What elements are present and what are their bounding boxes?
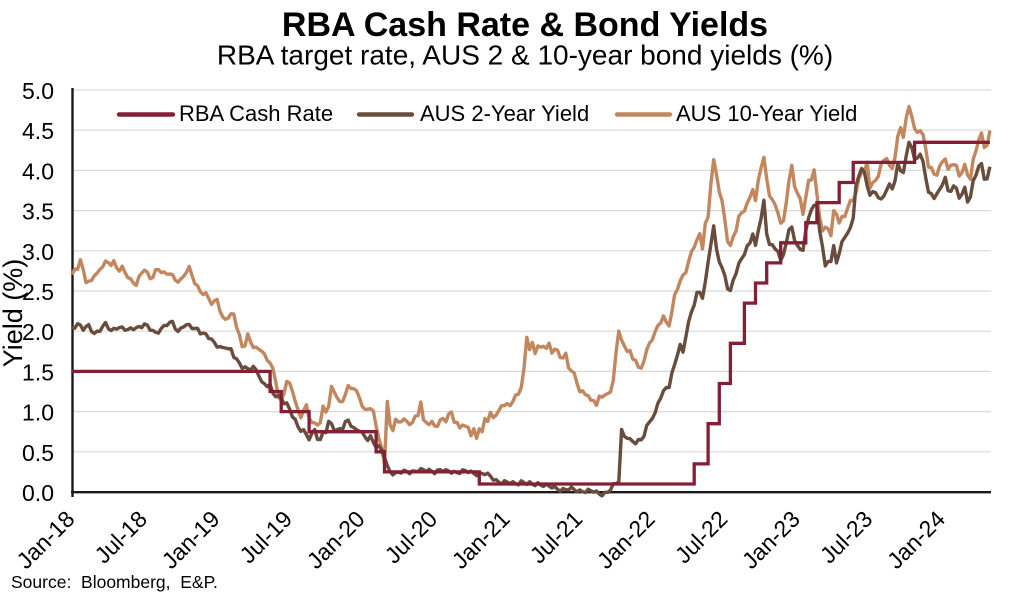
svg-text:2.0: 2.0 [22,319,54,345]
svg-text:1.5: 1.5 [22,359,54,385]
svg-text:AUS 2-Year Yield: AUS 2-Year Yield [420,101,589,126]
svg-text:AUS 10-Year Yield: AUS 10-Year Yield [676,101,857,126]
svg-text:4.0: 4.0 [22,158,54,184]
svg-text:Yield (%): Yield (%) [0,259,28,368]
svg-text:RBA Cash Rate: RBA Cash Rate [179,101,333,126]
svg-text:5.0: 5.0 [22,78,54,104]
svg-text:1.0: 1.0 [22,400,54,426]
svg-text:2.5: 2.5 [22,279,54,305]
svg-text:3.0: 3.0 [22,239,54,265]
svg-text:4.5: 4.5 [22,118,54,144]
svg-text:3.5: 3.5 [22,199,54,225]
svg-text:0.5: 0.5 [22,440,54,466]
svg-text:0.0: 0.0 [22,480,54,506]
svg-text:Source: Bloomberg, E&P.: Source: Bloomberg, E&P. [11,572,218,592]
svg-text:RBA Cash Rate & Bond Yields: RBA Cash Rate & Bond Yields [282,6,768,44]
svg-text:RBA target rate, AUS 2 & 10-ye: RBA target rate, AUS 2 & 10-year bond yi… [217,40,833,71]
